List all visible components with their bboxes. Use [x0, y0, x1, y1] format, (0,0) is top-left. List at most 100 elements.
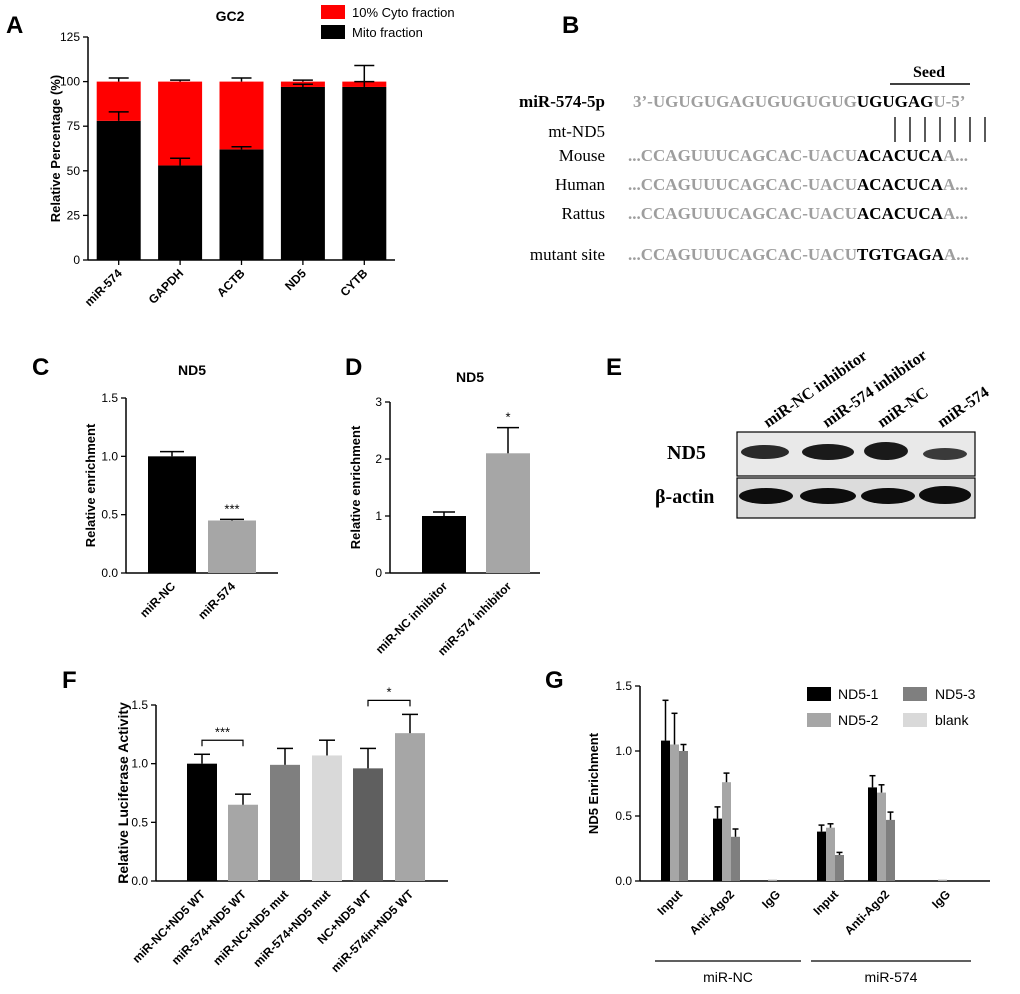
- legend-label-blank: blank: [935, 712, 969, 728]
- blot-label-actin: β-actin: [655, 486, 714, 508]
- panel-letter-g: G: [545, 667, 564, 694]
- seed-label: Seed: [913, 64, 945, 81]
- sequence-row-label: mutant site: [530, 245, 605, 264]
- x-tick-label: Anti-Ago2: [687, 887, 738, 938]
- bar: [661, 740, 670, 881]
- band-actin-2: [800, 488, 856, 504]
- y-tick-label: 1.0: [101, 449, 118, 463]
- legend-swatch-blank: [903, 713, 927, 727]
- x-tick-label: GAPDH: [146, 266, 187, 307]
- y-axis-label: Relative Percentage (%): [48, 75, 63, 222]
- bar: [835, 855, 844, 881]
- lane-label-4: miR-574: [935, 384, 993, 432]
- panel-letter-a: A: [6, 12, 23, 39]
- y-axis-label: ND5 Enrichment: [586, 732, 601, 834]
- y-tick-label: 3: [375, 395, 382, 409]
- band-nd5-3: [864, 442, 908, 460]
- x-tick-label: Input: [654, 887, 685, 918]
- significance-bracket: [201, 739, 244, 747]
- bar: [228, 804, 258, 881]
- group-label: miR-NC: [703, 969, 753, 985]
- panel-letter-f: F: [62, 667, 77, 694]
- bar: [353, 768, 383, 881]
- band-nd5-4: [923, 448, 967, 460]
- bar: [722, 782, 731, 881]
- chart-a: GC2 10% Cyto fraction Mito fraction 0 25 5…: [48, 5, 455, 309]
- band-actin-1: [739, 488, 793, 504]
- y-tick-label: 0.0: [615, 874, 632, 888]
- significance-marker: ***: [224, 501, 239, 516]
- western-blot: miR-NC inhibitor miR-574 inhibitor miR-N…: [655, 347, 993, 519]
- legend-label-cyto: 10% Cyto fraction: [352, 5, 455, 20]
- y-axis-label: Relative enrichment: [83, 423, 98, 547]
- x-tick-label: miR-NC: [137, 579, 178, 620]
- chart-d-title: ND5: [456, 369, 484, 385]
- panel-letter-c: C: [32, 354, 49, 381]
- bar-segment: [219, 149, 264, 260]
- significance-marker: *: [505, 410, 510, 425]
- y-tick-label: 75: [67, 119, 81, 133]
- x-tick-label: IgG: [759, 887, 783, 911]
- band-nd5-1: [741, 445, 789, 459]
- bar: [486, 453, 530, 573]
- y-tick-label: 1.0: [615, 744, 632, 758]
- bar-segment: [158, 165, 203, 260]
- legend-label-nd5-3: ND5-3: [935, 686, 976, 702]
- x-tick-label: Input: [810, 887, 841, 918]
- sequence-string: ...CCAGUUUCAGCAC-UACUTGTGAGAA...: [628, 245, 969, 264]
- y-axis-label: Relative enrichment: [348, 425, 363, 549]
- y-tick-label: 1.5: [101, 391, 118, 405]
- sequence-row-label: Mouse: [559, 146, 605, 165]
- y-tick-label: 0.0: [101, 566, 118, 580]
- blot-label-nd5: ND5: [667, 442, 706, 464]
- band-actin-3: [861, 488, 915, 504]
- legend-swatch-cyto: [321, 5, 345, 19]
- chart-c-title: ND5: [178, 362, 206, 378]
- y-axis-label: Relative Luciferase Activity: [115, 702, 131, 884]
- y-tick-label: 0.0: [131, 874, 148, 888]
- legend-swatch-nd5-3: [903, 687, 927, 701]
- bar: [312, 755, 342, 881]
- x-tick-label: miR-574+ND5 WT: [169, 887, 250, 968]
- lane-label-1: miR-NC inhibitor: [761, 347, 871, 431]
- bar: [817, 831, 826, 881]
- panel-letter-d: D: [345, 354, 362, 381]
- sequence-row-label: miR-574-5p: [519, 92, 605, 111]
- y-tick-label: 0.5: [131, 815, 148, 829]
- y-tick-label: 2: [375, 452, 382, 466]
- x-tick-label: miR-NC+ND5 WT: [130, 887, 209, 966]
- sequence-string: 3’-UGUGUGAGUGUGUGUGUGUGAGU-5’: [633, 92, 965, 111]
- bar: [886, 819, 895, 881]
- bar: [670, 744, 679, 881]
- y-tick-label: 100: [60, 75, 80, 89]
- x-tick-label: ACTB: [214, 266, 248, 300]
- bar: [938, 879, 947, 881]
- bar: [731, 836, 740, 881]
- x-tick-label: miR-NC+ND5 mut: [210, 887, 291, 968]
- x-tick-label: miR-574: [195, 579, 238, 622]
- legend-label-mito: Mito fraction: [352, 25, 423, 40]
- y-tick-label: 1.0: [131, 757, 148, 771]
- bar: [679, 751, 688, 881]
- chart-g: ND5-1 ND5-2 ND5-3 blank 0.0 0.5 1.0 1.5 ND5 …: [586, 679, 990, 985]
- x-tick-label: CYTB: [337, 266, 370, 299]
- chart-a-title: GC2: [216, 8, 245, 24]
- group-label: miR-574: [865, 969, 918, 985]
- bar: [868, 787, 877, 881]
- y-tick-label: 25: [67, 208, 81, 222]
- sequence-row-label: mt-ND5: [548, 122, 605, 141]
- bar: [270, 764, 300, 881]
- bar: [826, 827, 835, 881]
- bar: [395, 733, 425, 881]
- seed-pairing-lines: [894, 117, 986, 142]
- y-tick-label: 0.5: [615, 809, 632, 823]
- bar: [713, 818, 722, 881]
- bar: [768, 879, 777, 881]
- y-tick-label: 50: [67, 164, 81, 178]
- sequence-string: ...CCAGUUUCAGCAC-UACUACACUCAA...: [628, 146, 968, 165]
- y-tick-label: 1: [375, 509, 382, 523]
- x-tick-label: ND5: [282, 266, 309, 293]
- sequence-alignment: Seed miR-574-5p 3’-UGUGUGAGUGUGUGUGUGUGAG…: [519, 64, 986, 264]
- y-tick-label: 125: [60, 30, 80, 44]
